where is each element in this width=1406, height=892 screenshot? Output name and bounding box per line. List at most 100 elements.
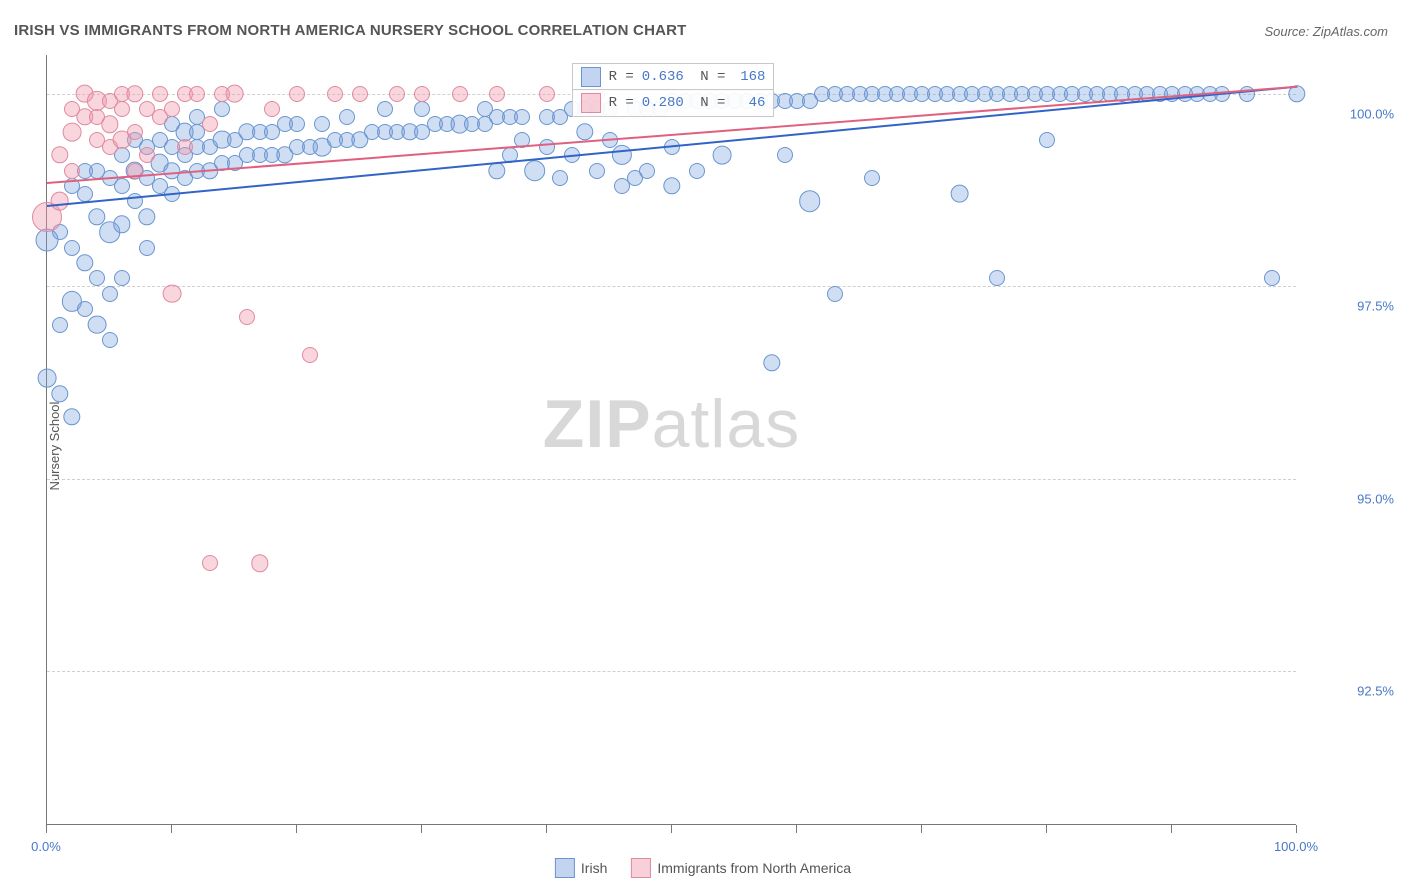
data-point: [389, 86, 405, 102]
x-tick-mark: [671, 825, 672, 833]
data-point: [152, 86, 168, 102]
data-point: [51, 385, 68, 402]
data-point: [524, 160, 546, 182]
data-point: [1264, 270, 1280, 286]
data-point: [63, 408, 80, 425]
x-tick-label: 0.0%: [31, 839, 61, 854]
data-point: [689, 163, 705, 179]
data-point: [76, 254, 93, 271]
data-point: [799, 191, 821, 213]
data-point: [202, 555, 218, 571]
data-point: [1039, 132, 1055, 148]
stats-row: R =0.280 N =46: [572, 89, 775, 117]
data-point: [314, 116, 330, 132]
data-point: [777, 147, 793, 163]
stats-r-label: R =: [609, 69, 634, 85]
data-point: [539, 86, 555, 102]
data-point: [164, 101, 180, 117]
x-tick-mark: [921, 825, 922, 833]
data-point: [101, 116, 118, 133]
data-point: [64, 240, 80, 256]
gridline-h: [47, 286, 1296, 287]
data-point: [950, 184, 969, 203]
stats-swatch: [581, 93, 601, 113]
data-point: [114, 101, 130, 117]
y-tick-label: 97.5%: [1357, 299, 1394, 314]
chart-container: IRISH VS IMMIGRANTS FROM NORTH AMERICA N…: [0, 0, 1406, 892]
data-point: [302, 347, 318, 363]
data-point: [352, 86, 368, 102]
plot-area: ZIPatlas R =0.636 N =168R =0.280 N =46: [46, 55, 1296, 825]
watermark-bold: ZIP: [543, 386, 652, 462]
data-point: [139, 240, 155, 256]
x-tick-mark: [1296, 825, 1297, 833]
data-point: [102, 286, 118, 302]
legend-item: Immigrants from North America: [631, 858, 851, 878]
stats-r-label: R =: [609, 95, 634, 111]
data-point: [251, 554, 268, 571]
data-point: [50, 192, 69, 211]
data-point: [38, 369, 57, 388]
data-point: [114, 270, 130, 286]
data-point: [763, 354, 780, 371]
gridline-h: [47, 479, 1296, 480]
data-point: [663, 177, 680, 194]
data-point: [239, 309, 255, 325]
data-point: [77, 301, 93, 317]
data-point: [289, 86, 305, 102]
data-point: [139, 147, 155, 163]
x-tick-mark: [296, 825, 297, 833]
data-point: [589, 163, 605, 179]
data-point: [225, 84, 244, 103]
x-tick-mark: [46, 825, 47, 833]
data-point: [489, 86, 505, 102]
data-point: [189, 86, 205, 102]
legend-label: Irish: [581, 860, 607, 876]
data-point: [138, 208, 155, 225]
data-point: [264, 101, 280, 117]
gridline-h: [47, 671, 1296, 672]
data-point: [64, 163, 80, 179]
data-point: [989, 270, 1005, 286]
x-tick-mark: [1171, 825, 1172, 833]
stats-swatch: [581, 67, 601, 87]
legend: Irish Immigrants from North America: [555, 858, 851, 878]
stats-n-label: N =: [692, 69, 726, 85]
data-point: [102, 332, 118, 348]
data-point: [202, 116, 218, 132]
data-point: [327, 86, 343, 102]
x-tick-mark: [171, 825, 172, 833]
data-point: [177, 139, 193, 155]
y-tick-label: 92.5%: [1357, 684, 1394, 699]
data-point: [89, 163, 105, 179]
data-point: [576, 123, 593, 140]
data-point: [52, 317, 68, 333]
data-point: [452, 86, 468, 102]
data-point: [414, 101, 430, 117]
x-tick-label: 100.0%: [1274, 839, 1318, 854]
y-tick-label: 95.0%: [1357, 491, 1394, 506]
data-point: [113, 216, 130, 233]
data-point: [51, 146, 68, 163]
data-point: [163, 284, 182, 303]
x-tick-mark: [1046, 825, 1047, 833]
data-point: [414, 86, 430, 102]
data-point: [612, 145, 632, 165]
source-label: Source: ZipAtlas.com: [1264, 24, 1388, 39]
data-point: [214, 101, 230, 117]
data-point: [514, 109, 530, 125]
watermark-light: atlas: [652, 386, 801, 462]
data-point: [89, 270, 105, 286]
data-point: [1239, 86, 1255, 102]
data-point: [289, 116, 305, 132]
data-point: [127, 124, 143, 140]
legend-item: Irish: [555, 858, 607, 878]
data-point: [552, 170, 568, 186]
stats-n-value: 168: [733, 69, 765, 85]
stats-n-label: N =: [692, 95, 726, 111]
data-point: [539, 139, 555, 155]
chart-title: IRISH VS IMMIGRANTS FROM NORTH AMERICA N…: [14, 22, 687, 39]
y-tick-label: 100.0%: [1350, 106, 1394, 121]
x-tick-mark: [421, 825, 422, 833]
x-tick-mark: [546, 825, 547, 833]
